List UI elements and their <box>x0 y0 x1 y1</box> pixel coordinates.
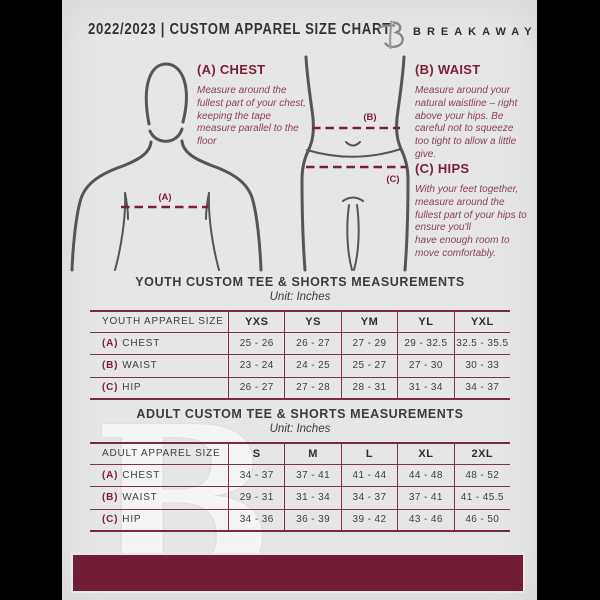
table-cell: 27 - 29 <box>340 332 398 355</box>
youth-row-label: (B) WAIST <box>90 355 228 378</box>
table-cell: 36 - 39 <box>284 509 341 532</box>
adult-col-header: L <box>340 442 398 465</box>
table-cell: 28 - 31 <box>340 377 398 400</box>
upper-body-diagram: (A) <box>70 62 263 272</box>
adult-row-label: (B) WAIST <box>90 487 228 510</box>
adult-col-header: XL <box>397 442 454 465</box>
youth-table-title: YOUTH CUSTOM TEE & SHORTS MEASUREMENTS <box>135 275 465 289</box>
chest-instruction-body: Measure around the fullest part of your … <box>197 85 306 148</box>
table-cell: 34 - 37 <box>340 487 398 510</box>
table-cell: 34 - 36 <box>228 509 285 532</box>
brand-name: BREAKAWAY <box>413 26 538 38</box>
waist-instruction-body: Measure around your natural waistline – … <box>415 85 518 160</box>
table-cell: 29 - 31 <box>228 487 285 510</box>
table-cell: 37 - 41 <box>397 487 454 510</box>
row-name: WAIST <box>122 492 158 504</box>
chart-page: 2022/2023 | CUSTOM APPAREL SIZE CHART BR… <box>62 0 537 600</box>
waist-instruction-heading: (B) WAIST <box>415 62 481 77</box>
adult-col-header: S <box>228 442 285 465</box>
left-black-margin <box>0 0 62 600</box>
row-name: HIP <box>122 382 142 394</box>
table-cell: 41 - 45.5 <box>453 487 510 510</box>
youth-col-header: YS <box>284 310 341 333</box>
table-cell: 37 - 41 <box>284 464 341 487</box>
hips-instruction-body: With your feet together, measure around … <box>415 184 527 259</box>
row-prefix: (A) <box>102 337 119 349</box>
row-name: CHEST <box>122 337 161 349</box>
hips-line-label: (C) <box>386 174 399 185</box>
youth-size-table: YOUTH APPAREL SIZE YXS YS YM YL YXL (A) C… <box>90 310 510 400</box>
table-cell: 39 - 42 <box>340 509 398 532</box>
row-prefix: (C) <box>102 514 119 526</box>
adult-col-header: ADULT APPAREL SIZE <box>90 442 228 465</box>
row-prefix: (C) <box>102 382 119 394</box>
youth-col-header: YXS <box>228 310 285 333</box>
youth-row-label: (A) CHEST <box>90 333 228 355</box>
youth-col-header: YM <box>340 310 398 333</box>
youth-col-header: YXL <box>453 310 510 333</box>
table-cell: 43 - 46 <box>397 509 454 532</box>
adult-col-header: 2XL <box>453 442 510 465</box>
waist-line-label: (B) <box>363 112 376 123</box>
youth-row-label: (C) HIP <box>90 378 228 400</box>
table-cell: 26 - 27 <box>284 332 341 355</box>
youth-table-unit: Unit: Inches <box>269 291 331 303</box>
row-prefix: (A) <box>102 469 119 481</box>
chest-instruction: (A) CHEST Measure around the fullest par… <box>197 62 309 149</box>
table-cell: 31 - 34 <box>284 487 341 510</box>
youth-col-header: YOUTH APPAREL SIZE <box>90 310 228 333</box>
table-cell: 23 - 24 <box>228 355 285 378</box>
waist-instruction: (B) WAIST Measure around your natural wa… <box>415 62 525 162</box>
youth-col-header: YL <box>397 310 454 333</box>
table-cell: 34 - 37 <box>228 464 285 487</box>
table-cell: 25 - 26 <box>228 332 285 355</box>
hips-instruction-heading: (C) HIPS <box>415 161 470 176</box>
right-black-margin <box>537 0 600 600</box>
adult-row-label: (A) CHEST <box>90 465 228 487</box>
table-cell: 41 - 44 <box>340 464 398 487</box>
row-name: CHEST <box>122 469 161 481</box>
table-cell: 46 - 50 <box>453 509 510 532</box>
table-cell: 29 - 32.5 <box>397 332 454 355</box>
table-cell: 32.5 - 35.5 <box>453 332 510 355</box>
chest-instruction-heading: (A) CHEST <box>197 62 266 77</box>
table-cell: 24 - 25 <box>284 355 341 378</box>
table-cell: 30 - 33 <box>453 355 510 378</box>
table-cell: 26 - 27 <box>228 377 285 400</box>
table-cell: 25 - 27 <box>340 355 398 378</box>
adult-table-title: ADULT CUSTOM TEE & SHORTS MEASUREMENTS <box>136 407 464 421</box>
chest-line-label: (A) <box>158 192 171 203</box>
footer-band <box>71 553 525 593</box>
adult-col-header: M <box>284 442 341 465</box>
youth-section-header: YOUTH CUSTOM TEE & SHORTS MEASUREMENTS U… <box>90 275 510 303</box>
hips-instruction: (C) HIPS With your feet together, measur… <box>415 161 529 261</box>
breakaway-logo-icon <box>378 20 404 50</box>
table-cell: 48 - 52 <box>453 464 510 487</box>
row-name: WAIST <box>122 360 158 372</box>
adult-row-label: (C) HIP <box>90 510 228 532</box>
page-title: 2022/2023 | CUSTOM APPAREL SIZE CHART <box>88 21 391 38</box>
table-cell: 34 - 37 <box>453 377 510 400</box>
row-name: HIP <box>122 514 142 526</box>
adult-section-header: ADULT CUSTOM TEE & SHORTS MEASUREMENTS U… <box>90 407 510 435</box>
lower-body-diagram: (B) (C) <box>300 55 410 272</box>
table-cell: 31 - 34 <box>397 377 454 400</box>
row-prefix: (B) <box>102 492 119 504</box>
adult-table-unit: Unit: Inches <box>269 423 331 435</box>
row-prefix: (B) <box>102 360 119 372</box>
adult-size-table: ADULT APPAREL SIZE S M L XL 2XL (A) CHEST… <box>90 442 510 532</box>
table-cell: 27 - 30 <box>397 355 454 378</box>
table-cell: 44 - 48 <box>397 464 454 487</box>
table-cell: 27 - 28 <box>284 377 341 400</box>
